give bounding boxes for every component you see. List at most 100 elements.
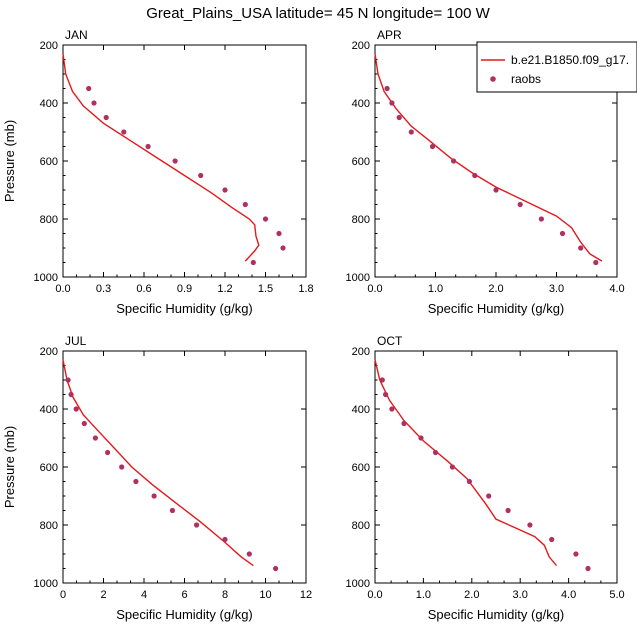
y-tick-label-jan: 800 — [40, 214, 58, 226]
x-tick-label-jul: 2 — [100, 589, 106, 601]
x-tick-label-oct: 0.0 — [367, 589, 382, 601]
raob-point-jul — [222, 536, 228, 543]
raob-point-jan — [198, 172, 204, 179]
y-tick-label-oct: 800 — [352, 520, 370, 532]
x-tick-label-oct: 2.0 — [464, 589, 479, 601]
raob-point-oct — [379, 377, 385, 383]
raob-point-jan — [91, 100, 97, 106]
raob-point-jan — [103, 114, 109, 121]
raob-point-oct — [585, 565, 591, 572]
panel-apr: APR 0.0 1.0 2.0 3.0 4.0 200 400 600 800 1000 Specif… — [346, 28, 625, 316]
raob-point-apr — [593, 259, 599, 266]
raob-point-apr — [429, 143, 436, 150]
raob-point-oct — [389, 406, 395, 412]
raob-point-jul — [246, 551, 252, 557]
raob-point-jul — [65, 377, 71, 383]
raob-point-oct — [401, 420, 407, 427]
raob-point-jan — [222, 187, 228, 193]
x-axis-title-apr: Specific Humidity (g/kg) — [428, 301, 565, 316]
x-tick-label-apr: 1.0 — [428, 283, 443, 295]
legend-obs-label: raobs — [511, 72, 541, 86]
y-tick-label-jul: 600 — [40, 462, 58, 474]
raob-point-apr — [538, 216, 545, 222]
raob-point-apr — [578, 245, 584, 251]
raob-point-oct — [418, 435, 424, 441]
raob-point-jul — [273, 565, 279, 572]
panel-oct: OCT 0.0 1.0 2.0 3.0 4.0 5.0 200 400 600 800 1000 Spe… — [346, 334, 625, 622]
raob-point-oct — [549, 536, 555, 543]
x-tick-label-jan: 0.3 — [96, 283, 111, 295]
x-tick-label-jul: 0 — [60, 589, 66, 601]
y-tick-label-jan: 600 — [40, 156, 58, 168]
panel-label-jan: JAN — [65, 28, 88, 42]
raob-point-jan — [250, 259, 256, 266]
raob-point-jul — [194, 522, 200, 528]
panel-label-jul: JUL — [65, 334, 87, 348]
legend-box — [476, 41, 637, 93]
legend: b.e21.B1850.f09_g17. raobs — [476, 41, 637, 93]
y-axis-title-jan: Pressure (mb) — [2, 120, 17, 202]
raob-point-jul — [105, 449, 111, 456]
x-tick-label-apr: 4.0 — [609, 283, 624, 295]
model-profile-line-jul — [62, 359, 254, 567]
x-tick-label-apr: 3.0 — [549, 283, 564, 295]
legend-obs-marker — [490, 76, 496, 82]
raob-point-apr — [384, 85, 390, 92]
x-axis-title-jan: Specific Humidity (g/kg) — [116, 301, 253, 316]
x-tick-label-jul: 6 — [181, 589, 187, 601]
y-tick-label-oct: 1000 — [346, 578, 370, 590]
x-tick-label-oct: 4.0 — [561, 589, 576, 601]
raob-point-apr — [396, 114, 402, 121]
model-profile-line-jan — [62, 53, 260, 262]
y-tick-label-jul: 400 — [40, 404, 58, 416]
x-tick-label-jan: 0.9 — [177, 283, 192, 295]
x-tick-label-jul: 12 — [300, 589, 312, 601]
raob-point-apr — [472, 172, 478, 179]
raob-point-jan — [280, 245, 286, 251]
x-tick-label-jan: 0.0 — [55, 283, 70, 295]
raob-point-apr — [517, 201, 523, 208]
raob-point-jan — [86, 85, 92, 92]
y-tick-label-apr: 400 — [352, 98, 370, 110]
raob-point-jul — [73, 406, 79, 412]
panel-jan: JAN 0.0 0.3 0.6 0.9 1.2 1.5 1.8 200 400 600 800 1000… — [2, 28, 314, 316]
raob-point-oct — [449, 464, 455, 470]
y-tick-label-jan: 400 — [40, 98, 58, 110]
raob-point-apr — [389, 100, 395, 106]
x-tick-label-jul: 10 — [259, 589, 271, 601]
raob-point-jul — [151, 493, 157, 499]
y-tick-label-jul: 1000 — [34, 578, 58, 590]
plot-frame-jan — [62, 44, 307, 278]
figure-title: Great_Plains_USA latitude= 45 N longitud… — [146, 5, 490, 22]
y-tick-label-apr: 1000 — [346, 272, 370, 284]
raob-point-apr — [493, 187, 499, 193]
y-axis-title-jul: Pressure (mb) — [2, 426, 17, 508]
raob-point-oct — [505, 507, 511, 514]
plot-frame-jul — [62, 350, 307, 584]
x-tick-label-oct: 5.0 — [609, 589, 624, 601]
x-tick-label-jul: 8 — [222, 589, 228, 601]
x-tick-label-jan: 1.8 — [298, 283, 313, 295]
y-tick-label-jan: 200 — [40, 40, 58, 52]
panel-label-oct: OCT — [377, 334, 403, 348]
raob-point-jul — [68, 391, 74, 398]
raob-point-jul — [169, 507, 175, 514]
y-tick-label-oct: 400 — [352, 404, 370, 416]
y-tick-label-oct: 200 — [352, 346, 370, 358]
x-tick-label-jul: 4 — [141, 589, 147, 601]
y-tick-label-apr: 200 — [352, 40, 370, 52]
x-tick-label-apr: 0.0 — [367, 283, 382, 295]
x-tick-label-jan: 0.6 — [136, 283, 151, 295]
raob-point-jan — [121, 129, 127, 135]
y-tick-label-jul: 200 — [40, 346, 58, 358]
raob-point-oct — [466, 478, 472, 485]
x-tick-label-apr: 2.0 — [488, 283, 503, 295]
y-tick-label-jul: 800 — [40, 520, 58, 532]
x-tick-label-oct: 3.0 — [513, 589, 528, 601]
raob-point-jan — [172, 158, 178, 164]
y-tick-label-oct: 600 — [352, 462, 370, 474]
raob-point-apr — [408, 129, 414, 135]
raob-point-jul — [119, 464, 125, 470]
